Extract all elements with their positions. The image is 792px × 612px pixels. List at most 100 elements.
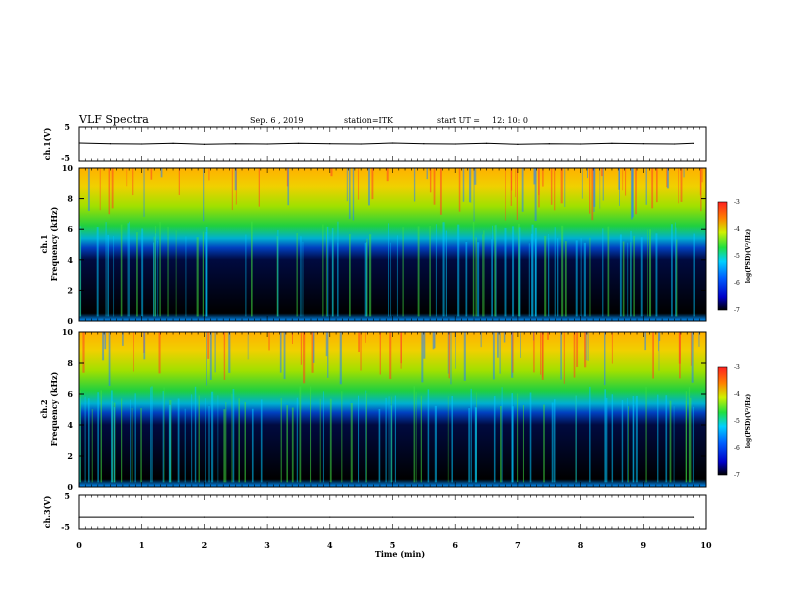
spectrogram-streak xyxy=(511,332,514,378)
spectrogram-streak xyxy=(533,168,536,185)
spectrogram-streak xyxy=(500,405,502,483)
spectrogram-streak xyxy=(209,332,212,380)
panel-x-tick-marks xyxy=(78,127,707,529)
spectrogram-streak xyxy=(208,406,210,483)
spectrogram-streak xyxy=(349,234,351,317)
spectrogram-streak xyxy=(691,332,694,383)
spectrogram-streak xyxy=(550,168,553,205)
spectrogram-streak xyxy=(673,406,675,483)
spectrogram-streak xyxy=(538,168,540,208)
spectrogram-streak xyxy=(434,405,437,483)
spectrogram-streak xyxy=(300,236,302,317)
spectrogram-streak xyxy=(587,332,589,361)
spectrogram-streak xyxy=(312,332,315,363)
ch1-ylabel: ch.1(V) xyxy=(42,127,52,160)
spec-ytick-label: 4 xyxy=(67,255,73,265)
spectrogram-streak xyxy=(352,168,355,221)
spectrogram-streak xyxy=(475,237,477,317)
spectrogram-streak xyxy=(133,332,134,372)
panel-ch1-waveform-frame xyxy=(78,126,707,162)
spectrogram-streak xyxy=(300,332,303,365)
colorbar-tick-label: -7 xyxy=(734,472,740,479)
spectrogram-streak xyxy=(462,168,465,202)
spectrogram-streak xyxy=(692,406,694,483)
spectrogram-streak xyxy=(157,240,159,317)
spectrogram-streak xyxy=(175,230,177,317)
spectrogram-streak xyxy=(472,222,475,317)
time-tick-label: 9 xyxy=(641,540,647,550)
ch1-waveform-trace xyxy=(78,142,695,145)
spectrogram-streak xyxy=(658,332,661,341)
waveform-sample-point xyxy=(391,142,394,144)
spectrogram-streak xyxy=(465,241,468,317)
spectrogram-streak xyxy=(325,332,328,357)
spectrogram-streak xyxy=(583,242,586,317)
spectrogram-streak xyxy=(607,226,610,317)
header-date: Sep. 6 , 2019 xyxy=(250,116,304,125)
waveform-sample-point xyxy=(692,142,695,144)
spectrogram-streak xyxy=(627,397,628,483)
spectrogram-streak xyxy=(205,398,206,483)
ch3-ylabel: ch.3(V) xyxy=(42,495,52,528)
spectrogram-streak xyxy=(622,168,624,191)
spectrogram-streak xyxy=(140,408,142,483)
spectrogram-streak xyxy=(421,332,424,383)
ch2-spectrogram-streaks xyxy=(79,332,700,483)
spectrogram-streak xyxy=(477,242,480,317)
spectrogram-streak xyxy=(701,168,703,183)
spectrogram-streak xyxy=(693,233,695,317)
spectrogram-streak xyxy=(198,395,200,483)
spectrogram-streak xyxy=(111,168,114,209)
spectrogram-streak xyxy=(167,226,169,317)
spectrogram-streak xyxy=(302,241,304,317)
spectrogram-streak xyxy=(491,239,493,317)
colorbar-tick-label: -7 xyxy=(734,307,740,314)
spectrogram-streak xyxy=(622,241,625,317)
spectrogram-streak xyxy=(551,402,554,483)
spectrogram-streak xyxy=(420,395,422,483)
time-tick-label: 10 xyxy=(700,540,712,550)
spectrogram-streak xyxy=(435,224,437,317)
spec-ytick-label: 6 xyxy=(67,389,73,399)
spectrogram-streak xyxy=(700,168,702,212)
spectrogram-streak xyxy=(675,227,677,317)
spectrogram-streak xyxy=(658,332,660,371)
spectrogram-streak xyxy=(601,168,603,177)
spectrogram-streak xyxy=(698,332,700,347)
ch1-spectrogram-streaks xyxy=(79,168,703,317)
spectrogram-streak xyxy=(327,332,329,378)
spectrogram-streak xyxy=(390,396,392,483)
spectrogram-streak xyxy=(191,394,193,483)
colorbar-tick-label: -3 xyxy=(734,199,740,206)
spectrogram-streak xyxy=(185,236,187,317)
colorbar-tick-label: -3 xyxy=(734,364,740,371)
time-axis-label: Time (min) xyxy=(375,549,425,559)
spectrogram-streak xyxy=(322,224,324,317)
spectrogram-streak xyxy=(400,332,402,369)
spectrogram-streak xyxy=(126,168,128,187)
spectrogram-streak xyxy=(633,235,635,317)
spectrogram-streak xyxy=(635,395,638,483)
spectrogram-streak xyxy=(531,233,533,317)
spectrogram-streak xyxy=(365,332,366,343)
spectrogram-streak xyxy=(364,242,367,317)
waveform-sample-point xyxy=(109,143,111,145)
spectrogram-streak xyxy=(433,332,436,349)
spec-ytick-label: 0 xyxy=(67,482,73,492)
spectrogram-streak xyxy=(511,406,514,483)
spectrogram-streak xyxy=(331,228,334,317)
spectrogram-streak xyxy=(470,388,472,483)
ch2-colorbar-ticks: -3 -4 -5 -6 -7 xyxy=(734,364,740,479)
colorbar-tick-label: -6 xyxy=(734,445,740,452)
spectrogram-streak xyxy=(671,224,673,317)
spectrogram-streak xyxy=(121,398,123,483)
spectrogram-streak xyxy=(451,396,454,483)
spectrogram-streak xyxy=(151,386,153,483)
spec-ytick-label: 2 xyxy=(67,451,73,461)
spectrogram-streak xyxy=(371,168,374,200)
spectrogram-streak xyxy=(544,235,547,317)
spectrogram-streak xyxy=(605,397,608,483)
spectrogram-streak xyxy=(141,228,144,317)
ch2-spec-yticks: 10 8 6 4 2 0 xyxy=(62,327,706,492)
time-tick-label: 7 xyxy=(515,540,521,550)
